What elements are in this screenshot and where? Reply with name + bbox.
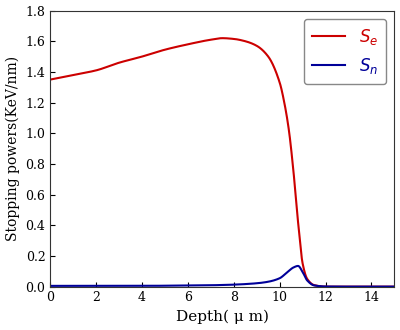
- $S_e$: [220, 36, 225, 40]
- $S_e$: [195, 40, 200, 44]
- $S_e$: [348, 285, 353, 289]
- $S_e$: [392, 285, 397, 289]
- $S_e$: [386, 285, 390, 289]
- $S_e$: [48, 78, 53, 82]
- X-axis label: Depth( μ m): Depth( μ m): [176, 310, 269, 324]
- Line: $S_n$: $S_n$: [50, 266, 394, 287]
- $S_n$: [195, 283, 200, 287]
- $S_n$: [348, 285, 353, 289]
- $S_n$: [87, 284, 92, 288]
- $S_e$: [180, 44, 185, 48]
- $S_n$: [386, 285, 390, 289]
- Line: $S_e$: $S_e$: [50, 38, 394, 287]
- Y-axis label: Stopping powers(KeV/nm): Stopping powers(KeV/nm): [6, 56, 20, 241]
- $S_e$: [87, 70, 92, 74]
- $S_n$: [346, 285, 351, 289]
- $S_n$: [180, 283, 185, 287]
- $S_e$: [108, 64, 112, 68]
- $S_n$: [296, 264, 300, 268]
- $S_e$: [323, 285, 328, 289]
- Legend: $S_e$, $S_n$: $S_e$, $S_n$: [304, 19, 386, 84]
- $S_n$: [108, 284, 112, 288]
- $S_n$: [48, 284, 53, 288]
- $S_n$: [392, 285, 397, 289]
